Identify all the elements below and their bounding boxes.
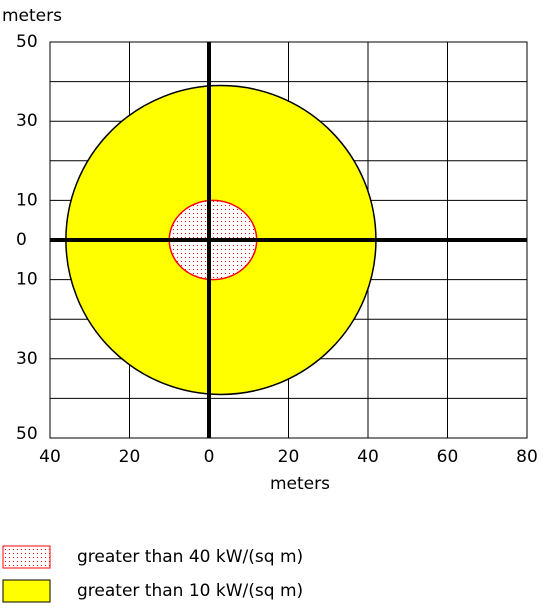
y-tick-label: 10 [16, 190, 38, 210]
y-tick-label: 30 [16, 111, 38, 131]
y-tick-label: 50 [16, 32, 38, 52]
x-tick-label: 20 [278, 447, 300, 467]
y-tick-label: 50 [16, 424, 38, 444]
y-tick-label: 0 [16, 230, 27, 250]
legend-swatch [2, 545, 51, 569]
plot-frame [49, 41, 528, 439]
y-tick-label: 30 [16, 349, 38, 369]
y-axis-label: meters [2, 6, 62, 26]
x-axis-label: meters [270, 474, 330, 494]
x-tick-label: 0 [204, 447, 215, 467]
x-tick-label: 40 [357, 447, 379, 467]
legend-label: greater than 40 kW/(sq m) [77, 547, 303, 567]
x-tick-label: 40 [39, 447, 61, 467]
legend-label: greater than 10 kW/(sq m) [77, 581, 303, 601]
x-tick-label: 80 [516, 447, 538, 467]
legend-swatch [2, 579, 51, 603]
x-tick-label: 60 [437, 447, 459, 467]
x-tick-label: 20 [119, 447, 141, 467]
y-tick-label: 10 [16, 270, 38, 290]
